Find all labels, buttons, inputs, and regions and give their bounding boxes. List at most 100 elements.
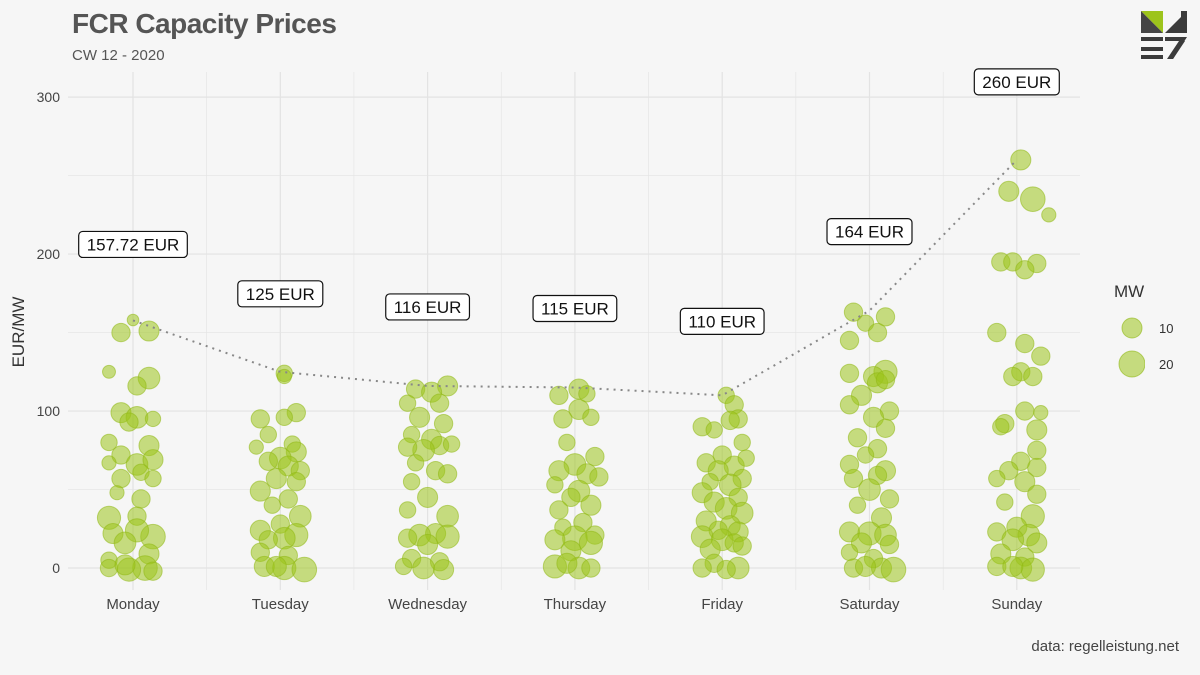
- data-point: [544, 529, 566, 551]
- data-point: [142, 449, 164, 471]
- max-price-label: 125 EUR: [237, 280, 324, 308]
- data-source-caption: data: regelleistung.net: [1031, 638, 1179, 655]
- data-point: [1015, 260, 1035, 280]
- data-point: [111, 445, 131, 465]
- data-point: [276, 368, 292, 385]
- data-point: [278, 489, 298, 509]
- data-point: [1027, 457, 1047, 478]
- data-point: [138, 320, 160, 342]
- data-point: [589, 467, 609, 487]
- max-price-label-text: 260 EUR: [982, 73, 1051, 92]
- data-point: [1015, 333, 1035, 354]
- data-point: [265, 468, 287, 490]
- max-price-label: 164 EUR: [826, 217, 913, 246]
- data-point: [397, 528, 418, 548]
- data-point: [1023, 366, 1043, 387]
- data-point: [435, 524, 460, 549]
- max-price-label-text: 157.72 EUR: [87, 235, 180, 254]
- data-point: [433, 413, 454, 434]
- max-price-label-box: [237, 280, 324, 308]
- data-point: [1003, 366, 1023, 387]
- data-point: [436, 504, 459, 528]
- legend-title: MW: [1114, 282, 1145, 301]
- max-price-labels: 157.72 EUR 125 EUR 116 EUR 115 EUR 110 EUR 16…: [78, 68, 1060, 335]
- data-point: [1027, 484, 1047, 504]
- data-point: [417, 486, 439, 508]
- data-point: [988, 469, 1006, 488]
- data-point: [398, 501, 417, 519]
- data-point: [406, 454, 425, 472]
- data-point: [843, 302, 864, 322]
- data-point: [263, 496, 281, 514]
- max-price-label-text: 115 EUR: [541, 300, 609, 319]
- data-point: [111, 322, 131, 343]
- data-point: [561, 487, 581, 508]
- y-tick-label: 100: [37, 403, 61, 419]
- data-point: [1020, 557, 1045, 582]
- data-point: [143, 561, 163, 581]
- data-point: [558, 433, 576, 452]
- data-point: [582, 408, 600, 427]
- data-point: [858, 478, 881, 501]
- data-point: [875, 418, 896, 438]
- data-point: [549, 500, 569, 520]
- data-point: [265, 555, 287, 578]
- data-point: [1026, 419, 1048, 441]
- max-price-label: 260 EUR: [973, 68, 1060, 96]
- data-point: [1010, 149, 1032, 171]
- chart-title: FCR Capacity Prices: [72, 8, 337, 39]
- data-point: [398, 394, 417, 412]
- data-point: [111, 468, 131, 489]
- data-point: [879, 489, 900, 509]
- chart-subtitle: CW 12 - 2020: [72, 47, 165, 64]
- legend-label: 20: [1159, 356, 1174, 372]
- x-tick-label: Saturday: [839, 596, 900, 613]
- data-point: [1015, 401, 1035, 421]
- data-point: [417, 533, 439, 556]
- x-axis: Monday Tuesday Wednesday Thursday Friday Satu…: [106, 596, 1042, 613]
- x-tick-label: Wednesday: [388, 596, 467, 613]
- y-axis-label: EUR/MW: [9, 297, 28, 368]
- data-point: [1020, 186, 1046, 212]
- data-point: [412, 556, 435, 580]
- data-point: [880, 556, 907, 583]
- data-point: [409, 406, 431, 428]
- x-tick-label: Monday: [106, 596, 160, 613]
- data-point: [291, 556, 318, 583]
- data-point: [733, 433, 751, 452]
- data-point: [1001, 528, 1025, 552]
- data-point: [692, 558, 712, 578]
- data-point: [580, 494, 602, 516]
- data-point: [705, 421, 723, 439]
- data-point: [119, 412, 139, 432]
- max-price-label-text: 116 EUR: [394, 298, 462, 317]
- data-point: [1014, 471, 1036, 493]
- data-point: [442, 435, 461, 453]
- data-point: [839, 395, 860, 415]
- data-point: [720, 410, 740, 431]
- data-point: [1033, 405, 1049, 421]
- data-point: [585, 446, 605, 467]
- data-point: [131, 489, 151, 509]
- x-tick-label: Tuesday: [252, 596, 309, 613]
- data-point: [397, 437, 418, 457]
- data-point: [556, 552, 578, 574]
- data-point: [1026, 532, 1048, 554]
- data-point: [549, 385, 569, 406]
- data-point: [992, 418, 1010, 436]
- max-price-label: 157.72 EUR: [78, 230, 188, 259]
- x-tick-label: Friday: [701, 596, 743, 613]
- data-point: [578, 530, 604, 556]
- data-point: [144, 469, 162, 488]
- data-point: [248, 439, 264, 455]
- data-point: [249, 480, 271, 502]
- data-point: [987, 322, 1007, 343]
- data-point: [716, 559, 736, 580]
- data-point: [126, 313, 140, 327]
- max-price-label-text: 125 EUR: [246, 285, 315, 304]
- max-price-label: 110 EUR: [679, 307, 765, 335]
- data-point: [1031, 346, 1051, 366]
- legend-item-20: 20: [1105, 349, 1173, 379]
- data-point: [258, 451, 278, 471]
- y-tick-label: 0: [52, 560, 60, 576]
